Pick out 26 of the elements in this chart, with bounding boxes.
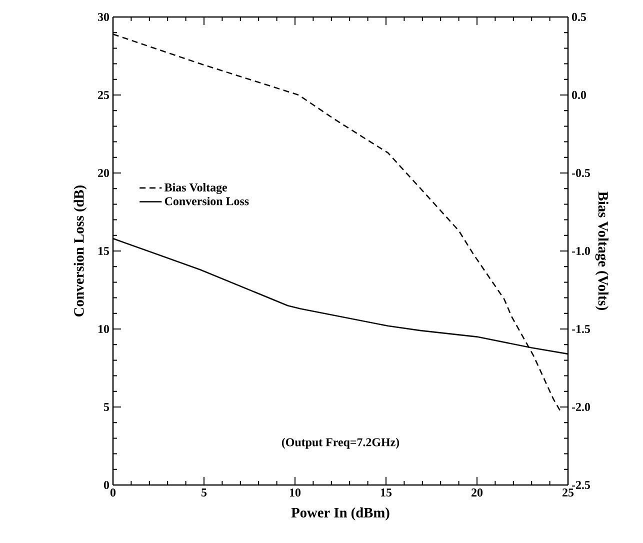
y-tick-label: 5: [104, 403, 110, 411]
x-tick-label: 10: [290, 488, 301, 497]
y-tick-label: 0: [104, 480, 110, 490]
x-tick-label: 0: [110, 488, 116, 497]
legend-label: Conversion Loss: [164, 196, 249, 206]
y2-tick-label: -0.5: [572, 168, 590, 178]
y-tick-label: 10: [98, 324, 110, 334]
y2-tick-label: -2.0: [572, 402, 590, 412]
y2-tick-label: -2.5: [572, 480, 590, 490]
y-axis-title: Conversion Loss (dB): [74, 185, 87, 316]
x-tick-label: 20: [472, 488, 483, 497]
x-tick-label: 25: [562, 488, 574, 497]
y2-tick-label: 0.0: [572, 90, 586, 100]
legend-label: Bias Voltage: [164, 183, 228, 194]
annotation: (Output Freq=7.2GHz): [282, 438, 400, 449]
x-axis-title: Power In (dBm): [291, 507, 390, 520]
y-tick-label: 15: [98, 246, 110, 255]
y2-tick-label: 0.5: [572, 12, 586, 22]
x-tick-label: 15: [380, 488, 392, 497]
y-tick-label: 25: [98, 90, 110, 100]
y2-axis-title: Bias Voltage (Volts): [595, 192, 608, 310]
x-tick-label: 5: [201, 488, 207, 496]
y-tick-label: 30: [98, 12, 110, 22]
y2-tick-label: -1.5: [572, 324, 590, 334]
y2-tick-label: -1.0: [572, 246, 590, 256]
y-tick-label: 20: [98, 168, 110, 178]
